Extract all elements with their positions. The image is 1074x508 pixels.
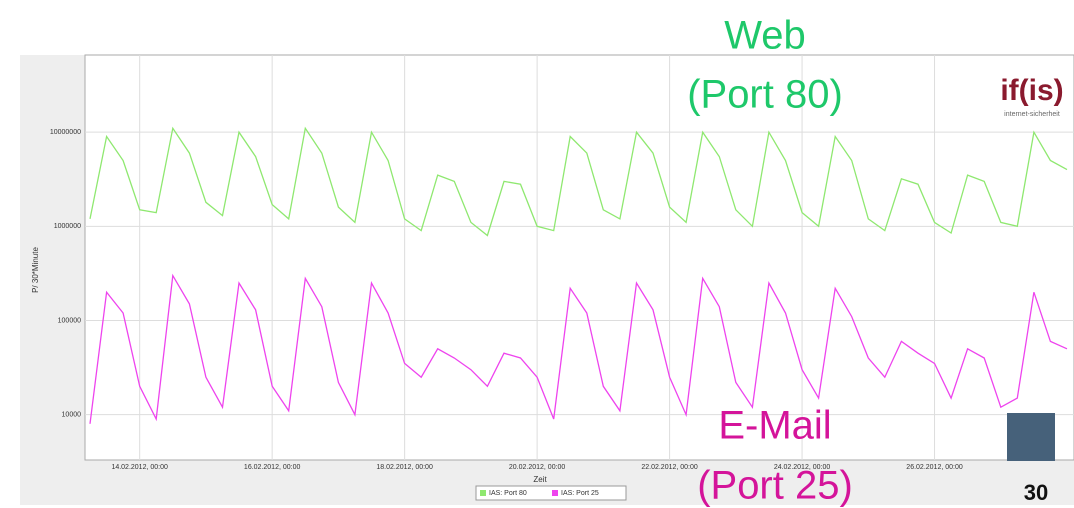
logo-subtitle: internet-sicherheit — [1004, 111, 1060, 118]
y-tick-label: 10000000 — [50, 129, 81, 136]
x-tick-label: 26.02.2012, 00:00 — [906, 464, 963, 471]
x-tick-label: 24.02.2012, 00:00 — [774, 464, 831, 471]
x-tick-label: 18.02.2012, 00:00 — [376, 464, 433, 471]
legend: IAS: Port 80 IAS: Port 25 — [475, 485, 627, 501]
legend-swatch — [480, 490, 486, 496]
plot-area — [84, 54, 1074, 461]
x-tick-label: 22.02.2012, 00:00 — [641, 464, 698, 471]
y-axis-label: P/ 30*Minute — [31, 247, 40, 293]
legend-swatch — [552, 490, 558, 496]
annotation: Web — [724, 14, 806, 58]
annotation: E-Mail — [718, 404, 831, 448]
page-number: 30 — [1024, 480, 1048, 505]
x-tick-label: 16.02.2012, 00:00 — [244, 464, 301, 471]
legend-label: IAS: Port 25 — [561, 490, 599, 497]
y-tick-label: 1000000 — [54, 223, 81, 230]
legend-label: IAS: Port 80 — [489, 490, 527, 497]
x-axis-label: Zeit — [533, 475, 547, 484]
x-tick-label: 14.02.2012, 00:00 — [111, 464, 168, 471]
annotation: (Port 80) — [687, 73, 843, 117]
plot: 10000 100000 1000000 10000000 14.02.2012, 00… — [50, 55, 1074, 501]
x-tick-label: 20.02.2012, 00:00 — [509, 464, 566, 471]
y-tick-label: 100000 — [58, 317, 81, 324]
annotation: (Port 25) — [697, 464, 853, 508]
logo-mark: if(is) — [1000, 74, 1063, 107]
y-tick-label: 10000 — [62, 412, 82, 419]
series-line — [89, 126, 1068, 237]
decor-square — [1007, 413, 1055, 461]
legend-box — [475, 485, 627, 501]
series-line — [89, 273, 1068, 424]
